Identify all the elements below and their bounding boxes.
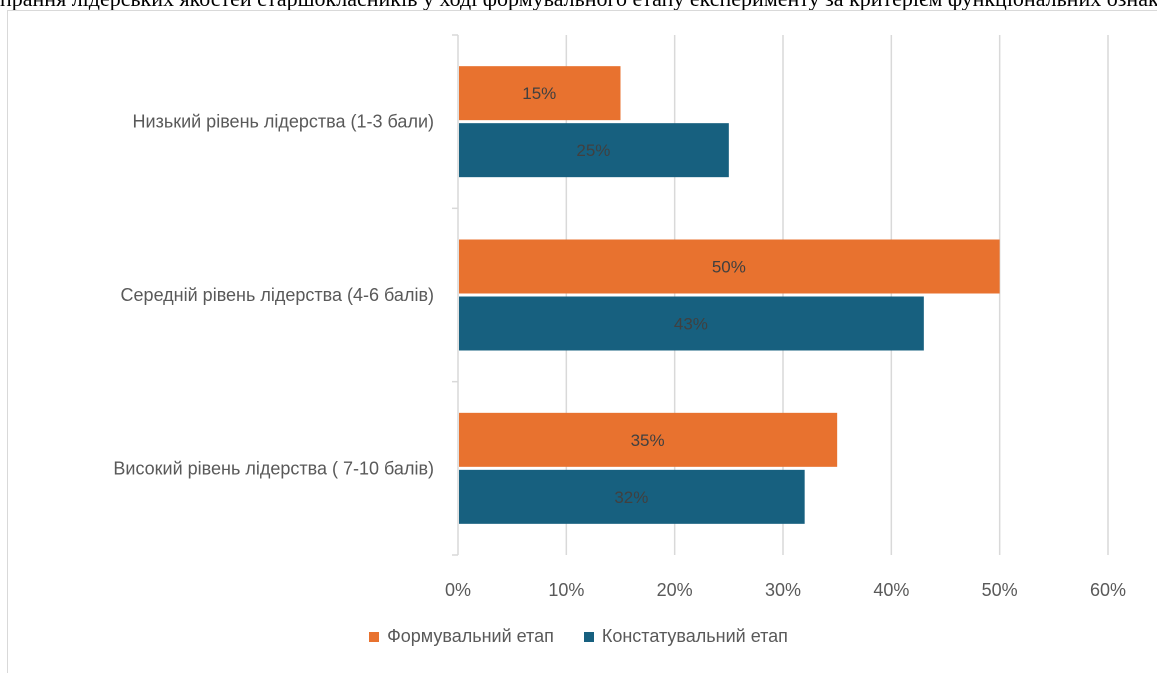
data-label-series-2-cat-1: 25%: [576, 141, 610, 160]
tick-label-50: 50%: [982, 580, 1018, 600]
tick-label-20: 20%: [657, 580, 693, 600]
category-labels: Низький рівень лідерства (1-3 бали) Серед…: [113, 112, 434, 479]
legend-swatch-series-2: [583, 631, 594, 642]
category-axis: [452, 34, 459, 556]
bars: 15% 25% 50% 43% 35% 32%: [459, 66, 1000, 524]
legend-item-series-1: Формувальний етап: [369, 626, 554, 647]
gridlines: [565, 35, 1109, 555]
data-label-series-2-cat-3: 32%: [614, 488, 648, 507]
bar-series-1-cat-2: [459, 239, 1000, 294]
legend-label-series-1: Формувальний етап: [387, 626, 554, 646]
tick-label-30: 30%: [765, 580, 801, 600]
category-label-3: Високий рівень лідерства ( 7-10 балів): [113, 458, 434, 478]
legend: Формувальний етап Констатувальний етап: [0, 626, 1157, 647]
tick-label-10: 10%: [548, 580, 584, 600]
bar-series-1-cat-3: [459, 412, 838, 467]
chart-frame-left-border: [7, 10, 8, 673]
data-label-series-1-cat-1: 15%: [522, 84, 556, 103]
tick-label-0: 0%: [445, 580, 471, 600]
bar-series-2-cat-2: [459, 296, 924, 351]
tick-label-40: 40%: [873, 580, 909, 600]
chart-frame-top-border: [7, 10, 1157, 11]
data-label-series-2-cat-2: 43%: [674, 315, 708, 334]
legend-swatch-series-1: [369, 631, 380, 642]
legend-item-series-2: Констатувальний етап: [583, 626, 788, 647]
bar-series-2-cat-3: [459, 469, 805, 524]
data-label-series-1-cat-2: 50%: [712, 258, 746, 277]
category-label-2: Середній рівень лідерства (4-6 балів): [121, 285, 434, 305]
data-label-series-1-cat-3: 35%: [631, 431, 665, 450]
tick-labels: 0% 10% 20% 30% 40% 50% 60%: [445, 580, 1126, 600]
tick-label-60: 60%: [1090, 580, 1126, 600]
bar-series-1-cat-1: [459, 66, 621, 121]
bar-series-2-cat-1: [459, 123, 729, 178]
document-text-above-chart: прання лідерських якостей старшокласникі…: [0, 0, 1157, 12]
category-label-1: Низький рівень лідерства (1-3 бали): [133, 112, 434, 132]
legend-label-series-2: Констатувальний етап: [601, 626, 788, 646]
